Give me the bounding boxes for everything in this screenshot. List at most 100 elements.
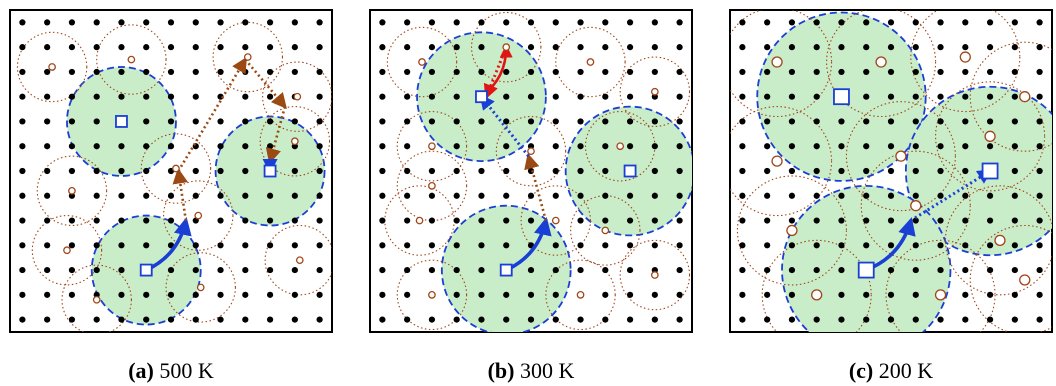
lattice-site bbox=[863, 217, 870, 224]
lattice-site bbox=[242, 93, 249, 100]
lattice-site bbox=[602, 44, 609, 51]
basin-center-square bbox=[623, 164, 637, 178]
basin-center-square bbox=[833, 88, 850, 106]
local-minimum-center bbox=[650, 87, 659, 96]
lattice-site bbox=[676, 167, 683, 175]
local-minimum-ring bbox=[570, 195, 641, 266]
local-minimum-ring bbox=[910, 10, 1021, 113]
lattice-site bbox=[676, 217, 683, 224]
lattice-site bbox=[838, 44, 845, 51]
local-minimum-ring bbox=[212, 21, 284, 93]
lattice-site bbox=[266, 19, 274, 26]
lattice-site bbox=[527, 44, 535, 51]
lattice-site bbox=[404, 217, 411, 224]
transition-arrow bbox=[910, 169, 993, 222]
lattice-site bbox=[217, 192, 224, 199]
lattice-site bbox=[143, 291, 150, 298]
local-minimum-ring bbox=[471, 11, 542, 83]
lattice-site bbox=[788, 68, 796, 76]
lattice-site bbox=[453, 217, 460, 224]
local-minimum-ring bbox=[96, 24, 167, 95]
lattice-site bbox=[788, 266, 796, 274]
lattice-site bbox=[143, 19, 150, 26]
lattice-site bbox=[788, 291, 796, 298]
lattice-site bbox=[266, 44, 274, 51]
lattice-site bbox=[118, 266, 125, 274]
lattice-site bbox=[19, 316, 26, 323]
lattice-site bbox=[552, 291, 559, 298]
local-minimum-ring bbox=[545, 259, 616, 331]
lattice-site bbox=[428, 266, 436, 274]
lattice-site bbox=[93, 316, 100, 323]
lattice-site bbox=[217, 68, 224, 76]
lattice-site bbox=[912, 167, 919, 175]
lattice-site bbox=[68, 217, 76, 224]
local-minimum-center bbox=[428, 182, 436, 190]
local-minimum-ring bbox=[761, 239, 872, 332]
lattice-site bbox=[764, 167, 771, 175]
lattice-site bbox=[577, 266, 584, 274]
lattice-site bbox=[962, 44, 969, 51]
lattice-site bbox=[552, 242, 559, 249]
lattice-site bbox=[93, 143, 100, 150]
lattice-site bbox=[167, 217, 175, 224]
lattice-site bbox=[217, 167, 224, 175]
local-minimum-ring bbox=[969, 224, 1052, 332]
lattice-site bbox=[577, 192, 584, 199]
lattice-site bbox=[143, 167, 150, 175]
lattice-site bbox=[937, 266, 944, 274]
local-minimum-ring bbox=[736, 175, 847, 286]
local-minimum-ring bbox=[396, 259, 468, 331]
lattice-site bbox=[478, 242, 485, 249]
lattice-site bbox=[577, 93, 584, 100]
lattice-site bbox=[266, 93, 274, 100]
lattice-site bbox=[1011, 266, 1018, 274]
lattice-site bbox=[44, 291, 51, 298]
lattice-site bbox=[838, 242, 845, 249]
lattice-site bbox=[93, 118, 100, 125]
lattice-site bbox=[552, 192, 559, 199]
lattice-site bbox=[527, 19, 535, 26]
lattice-site bbox=[1011, 316, 1018, 323]
lattice-site bbox=[478, 44, 485, 51]
lattice-site bbox=[242, 68, 249, 76]
lattice-site bbox=[404, 242, 411, 249]
lattice-site bbox=[1011, 167, 1018, 175]
lattice-site bbox=[651, 19, 658, 26]
lattice-site bbox=[453, 242, 460, 249]
lattice-site bbox=[478, 19, 485, 26]
lattice-site bbox=[291, 291, 298, 298]
lattice-site bbox=[739, 217, 746, 224]
lattice-site bbox=[764, 44, 771, 51]
local-minimum-center bbox=[616, 142, 625, 151]
lattice-site bbox=[44, 217, 51, 224]
lattice-site bbox=[813, 19, 820, 26]
lattice-site bbox=[503, 242, 510, 249]
lattice-site bbox=[428, 192, 436, 199]
lattice-site bbox=[316, 266, 323, 274]
lattice-site bbox=[404, 68, 411, 76]
lattice-site bbox=[404, 93, 411, 100]
lattice-site bbox=[912, 118, 919, 125]
lattice-site bbox=[217, 316, 224, 323]
lattice-site bbox=[118, 93, 125, 100]
lattice-site bbox=[19, 242, 26, 249]
lattice-site bbox=[788, 217, 796, 224]
lattice-site bbox=[453, 192, 460, 199]
local-minimum-ring bbox=[495, 115, 567, 187]
lattice-site bbox=[887, 167, 895, 175]
lattice-site bbox=[242, 19, 249, 26]
panel-b: (b) 300 K bbox=[369, 9, 693, 383]
local-minimum-center bbox=[551, 216, 560, 225]
lattice-site bbox=[118, 167, 125, 175]
lattice-site bbox=[1011, 143, 1018, 150]
lattice-site bbox=[167, 316, 175, 323]
local-minimum-center bbox=[293, 92, 302, 101]
lattice-site bbox=[626, 118, 634, 125]
lattice-site bbox=[937, 192, 944, 199]
lattice-site bbox=[118, 68, 125, 76]
lattice-site bbox=[478, 68, 485, 76]
local-minimum-center bbox=[576, 290, 585, 299]
local-minimum-ring bbox=[860, 150, 971, 261]
lattice-site bbox=[143, 68, 150, 76]
